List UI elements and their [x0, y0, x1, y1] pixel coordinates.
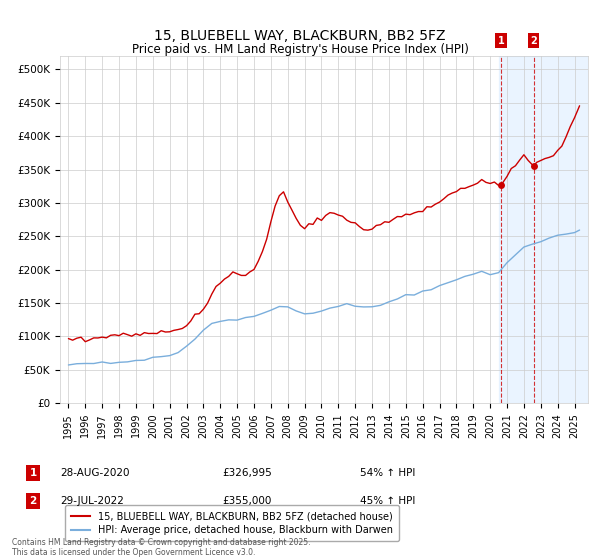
Text: 2: 2: [530, 36, 537, 45]
Text: 15, BLUEBELL WAY, BLACKBURN, BB2 5FZ: 15, BLUEBELL WAY, BLACKBURN, BB2 5FZ: [154, 29, 446, 44]
Text: £355,000: £355,000: [222, 496, 271, 506]
Text: Price paid vs. HM Land Registry's House Price Index (HPI): Price paid vs. HM Land Registry's House …: [131, 43, 469, 56]
Text: 45% ↑ HPI: 45% ↑ HPI: [360, 496, 415, 506]
Text: 1: 1: [498, 36, 505, 45]
Legend: 15, BLUEBELL WAY, BLACKBURN, BB2 5FZ (detached house), HPI: Average price, detac: 15, BLUEBELL WAY, BLACKBURN, BB2 5FZ (de…: [65, 505, 399, 541]
Text: 29-JUL-2022: 29-JUL-2022: [60, 496, 124, 506]
Text: 2: 2: [29, 496, 37, 506]
Text: 28-AUG-2020: 28-AUG-2020: [60, 468, 130, 478]
Bar: [499, 56, 588, 403]
Text: 1: 1: [29, 468, 37, 478]
Text: £326,995: £326,995: [222, 468, 272, 478]
Text: Contains HM Land Registry data © Crown copyright and database right 2025.
This d: Contains HM Land Registry data © Crown c…: [12, 538, 311, 557]
Text: 54% ↑ HPI: 54% ↑ HPI: [360, 468, 415, 478]
